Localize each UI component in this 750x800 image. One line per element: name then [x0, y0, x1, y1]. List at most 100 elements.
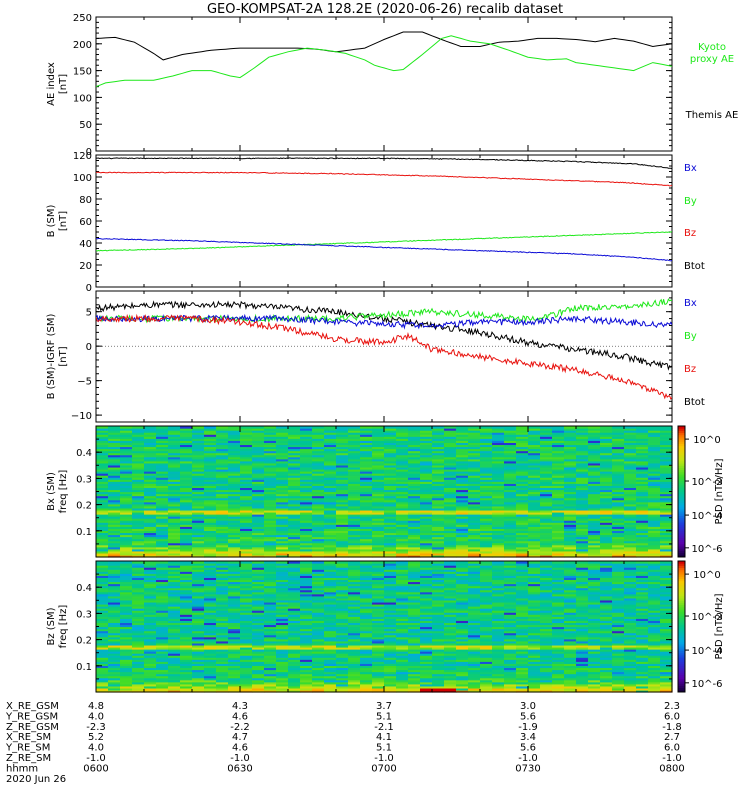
- panel-3-ylabel: [nT]: [58, 346, 69, 366]
- ephemeris-value: 4.6: [232, 711, 248, 722]
- panel-2-ylabel: [nT]: [58, 211, 69, 231]
- legend-btot: Btot: [684, 261, 705, 272]
- panel-2-ytick-label: 100: [73, 173, 92, 184]
- ephemeris-value: 5.1: [376, 711, 392, 722]
- spectrogram-cells: [96, 426, 673, 558]
- panel-2-ytick-label: 80: [79, 195, 92, 206]
- legend-by: By: [684, 331, 697, 342]
- colorbar-tick-label: 10^-6: [691, 544, 722, 555]
- plot-frame: [95, 290, 673, 423]
- panel-1-ytick-label: 50: [79, 120, 92, 131]
- ephemeris-value: 0700: [371, 763, 396, 774]
- ephemeris-value: 0600: [83, 763, 108, 774]
- legend-bx: Bx: [684, 298, 697, 309]
- colorbar-tick-label: 10^0: [693, 570, 720, 581]
- ephemeris-value: -1.0: [518, 753, 538, 764]
- ephemeris-value: 5.1: [376, 743, 392, 754]
- panel-1-ytick-label: 250: [73, 13, 92, 24]
- ephemeris-label: Y_RE_SM: [5, 743, 50, 754]
- panel-3-ytick-label: 0: [86, 342, 92, 353]
- series-group: [96, 298, 672, 400]
- legend-by: By: [684, 196, 697, 207]
- series-line-kyoto-proxy-ae: [96, 35, 672, 88]
- panel-1-ytick-label: 100: [73, 93, 92, 104]
- spectrogram-2-ytick-label: 0.1: [76, 662, 92, 673]
- ephemeris-value: -1.0: [374, 753, 394, 764]
- ephemeris-value: 4.0: [88, 743, 104, 754]
- ephemeris-value: 0630: [227, 763, 252, 774]
- ephemeris-table: X_RE_GSM 4.8 4.3 3.7 3.0 2.3 Y_RE_GSM 4.0 4.6 5.1…: [5, 701, 685, 785]
- spectrogram-panel-1: 0.10.20.30.4Bx (SM) freq [Hz]10^010^-210^…: [46, 425, 725, 558]
- ephemeris-value: -1.9: [518, 722, 538, 733]
- ephemeris-value: 5.6: [520, 743, 536, 754]
- series-line-bz: [96, 171, 672, 187]
- panel-3-ytick-label: −10: [71, 411, 92, 422]
- ephemeris-label: X_RE_GSM: [6, 701, 59, 712]
- ephemeris-value: 0800: [659, 763, 684, 774]
- ephemeris-value: -2.3: [86, 722, 106, 733]
- panel-2-ytick-label: 20: [79, 261, 92, 272]
- chart-title: GEO-KOMPSAT-2A 128.2E (2020-06-26) recal…: [207, 2, 563, 17]
- ephemeris-label: Z_RE_GSM: [6, 722, 59, 733]
- panel-2-ytick-label: 120: [73, 151, 92, 162]
- colorbar-tick-label: 10^-6: [691, 679, 722, 690]
- series-line-themis-ae: [96, 31, 672, 61]
- ephemeris-value: 2.7: [664, 732, 680, 743]
- colorbar-tick-label: 10^-4: [691, 646, 722, 657]
- series-line-btot: [96, 157, 672, 170]
- series-group: [96, 157, 672, 262]
- ephemeris-value: 6.0: [664, 743, 680, 754]
- spectrogram-1-ytick-label: 0.2: [76, 501, 92, 512]
- spectrogram-2-ylabel: freq [Hz]: [58, 605, 69, 649]
- ephemeris-value: 5.2: [88, 732, 104, 743]
- series-line-by: [96, 231, 672, 252]
- ephemeris-value: 3.7: [376, 701, 392, 712]
- ephemeris-value: 4.7: [232, 732, 248, 743]
- spectrogram-cells: [96, 561, 673, 693]
- panel-2-ytick-label: 0: [86, 283, 92, 294]
- colorbar-tick-label: 10^-4: [691, 511, 722, 522]
- panel-1-ylabel: [nT]: [58, 74, 69, 94]
- ephemeris-label: hhmm: [6, 763, 38, 774]
- ephemeris-value: 3.4: [520, 732, 536, 743]
- legend-kyoto: Kyoto: [698, 42, 726, 53]
- ephemeris-label: Z_RE_SM: [6, 753, 51, 764]
- legend-btot: Btot: [684, 397, 705, 408]
- ephemeris-value: -1.8: [662, 722, 682, 733]
- panel-3-ylabel: B (SM)-IGRF (SM): [46, 314, 57, 400]
- panel-2: 0 20 40 60 80 100 120 B (SM) [nT] Bx By Bz Btot: [46, 151, 705, 294]
- colorbar: 10^0 10^-2 10^-4 10^-6 PSD [nT2/Hz]: [677, 425, 725, 558]
- colorbar-tick-label: 10^0: [693, 435, 720, 446]
- legend-bx: Bx: [684, 163, 697, 174]
- ephemeris-value: -1.0: [230, 753, 250, 764]
- ephemeris-value: -1.0: [86, 753, 106, 764]
- spectrogram-1-ytick-label: 0.1: [76, 527, 92, 538]
- colorbar-label: PSD [nT2/Hz]: [714, 458, 725, 524]
- ephemeris-value: -2.2: [230, 722, 250, 733]
- ephemeris-label: Y_RE_GSM: [5, 711, 58, 722]
- spectrogram-1-ylabel: Bx (SM): [46, 472, 57, 511]
- panel-2-ytick-label: 40: [79, 239, 92, 250]
- ephemeris-value: 2.3: [664, 701, 680, 712]
- ephemeris-value: 3.0: [520, 701, 536, 712]
- spectrogram-1-ylabel: freq [Hz]: [58, 470, 69, 514]
- ephemeris-value: 4.8: [88, 701, 104, 712]
- colorbar-frame: [677, 560, 686, 693]
- series-line-btot: [96, 300, 672, 371]
- ephemeris-value: 0730: [515, 763, 540, 774]
- spectrogram-1-ytick-label: 0.3: [76, 474, 92, 485]
- legend-bz: Bz: [684, 364, 696, 375]
- legend-themis-ae: Themis AE: [685, 110, 739, 121]
- ephemeris-value: 6.0: [664, 711, 680, 722]
- ephemeris-value: -1.0: [662, 753, 682, 764]
- ephemeris-date: 2020 Jun 26: [6, 774, 66, 785]
- spectrogram-1-ytick-label: 0.4: [76, 448, 92, 459]
- plot-frame: [95, 16, 673, 152]
- spectrogram-2-ytick-label: 0.3: [76, 609, 92, 620]
- colorbar-tick-label: 10^-2: [691, 612, 722, 623]
- panel-2-ylabel: B (SM): [46, 204, 57, 237]
- panel-2-ytick-label: 60: [79, 217, 92, 228]
- panel-1-ytick-label: 150: [73, 67, 92, 78]
